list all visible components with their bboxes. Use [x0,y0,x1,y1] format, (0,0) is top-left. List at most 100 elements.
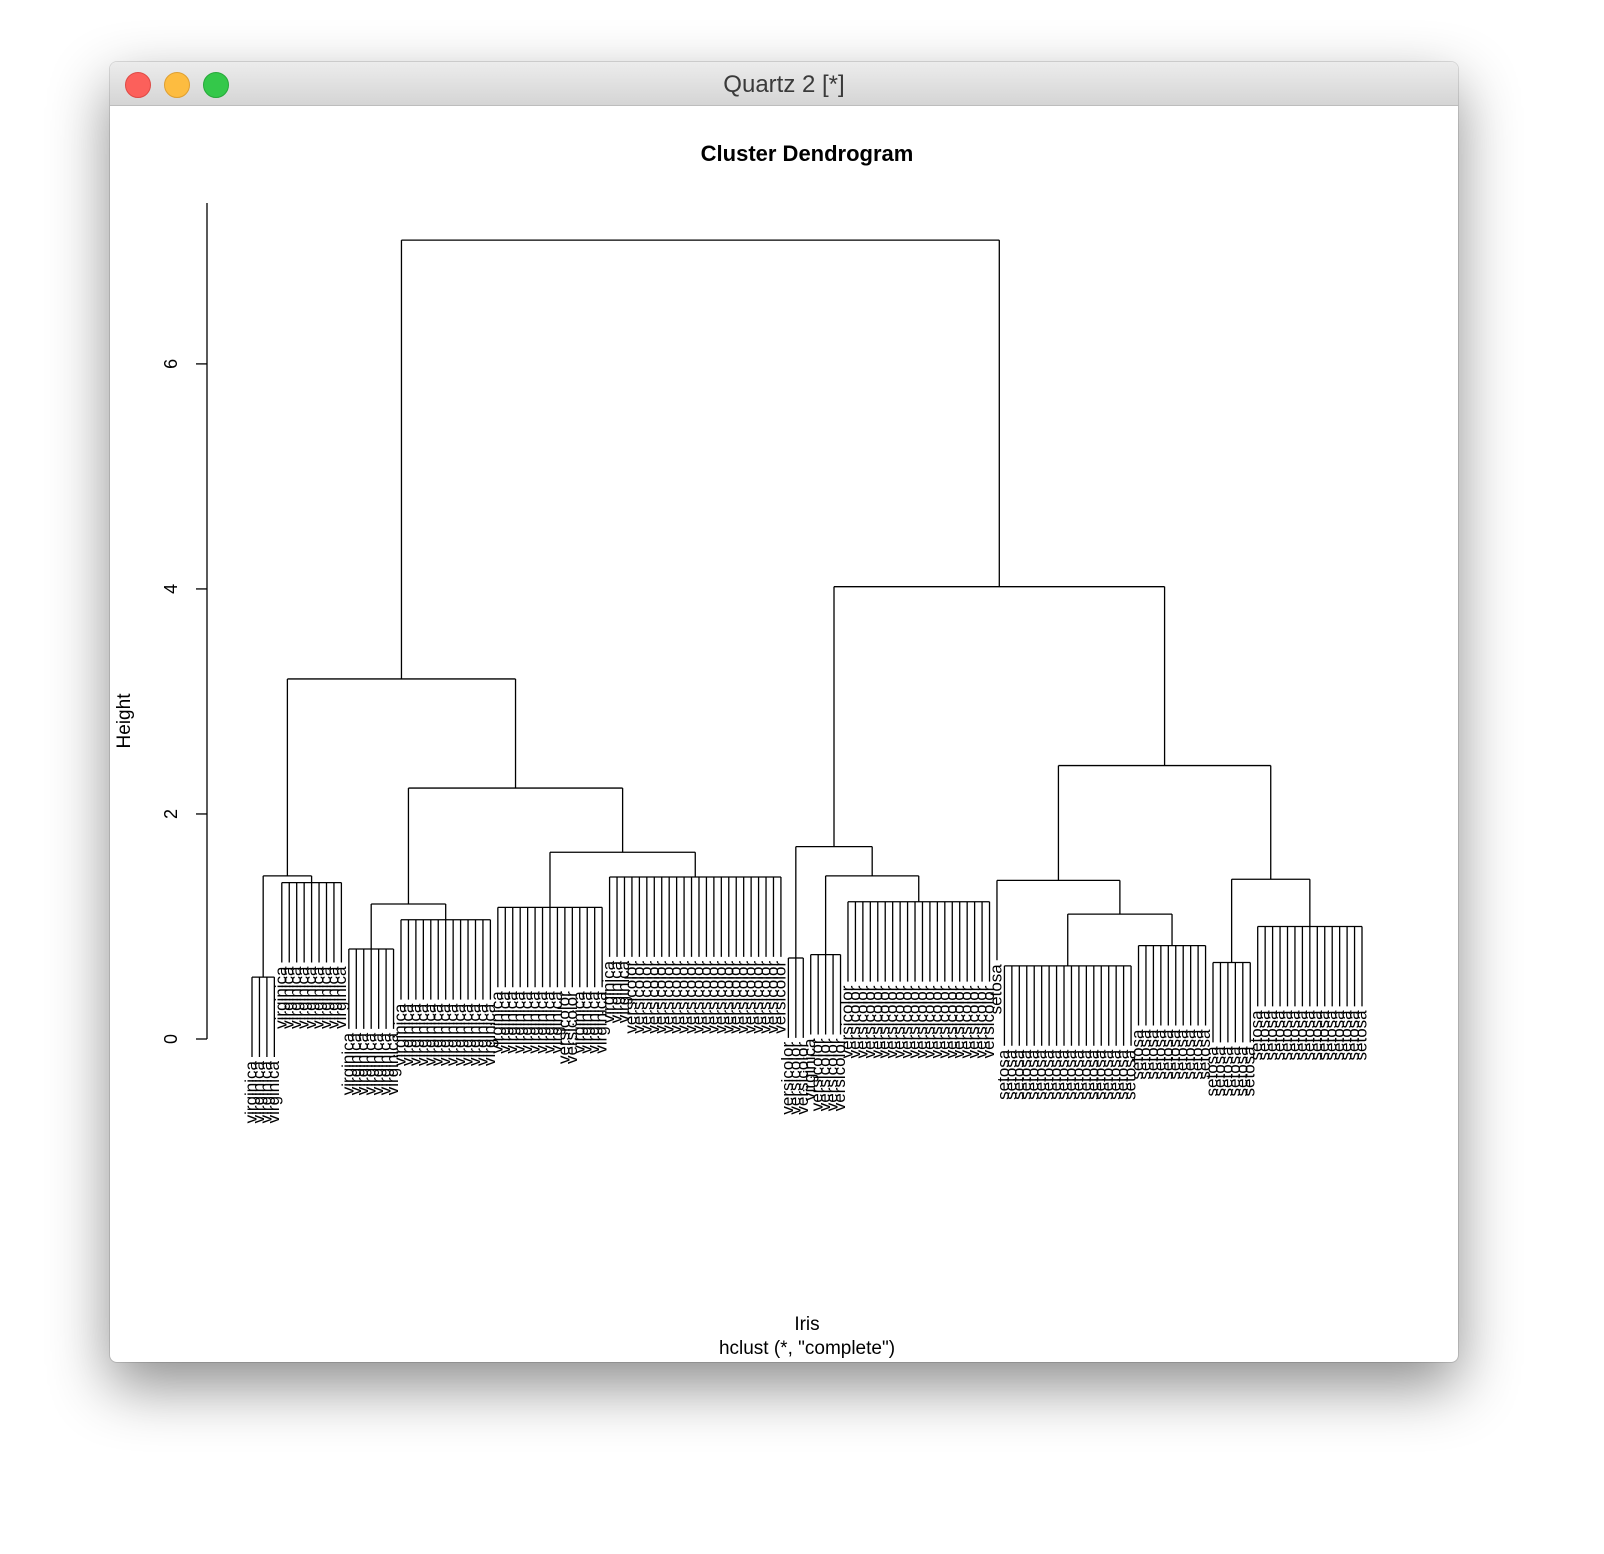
leaf-label: virginica [435,1003,454,1066]
window-title: Quartz 2 [*] [723,71,845,98]
leaf-label: virginica [405,1003,424,1066]
leaf-label: versicolor [756,961,775,1034]
leaf-label: versicolor [688,961,707,1034]
leaf-label: virginica [346,1032,365,1095]
leaf-label: virginica [472,1003,491,1066]
leaf-label: setosa [1024,1049,1043,1100]
leaf-label: virginica [249,1060,268,1123]
leaf-label: setosa [1329,1010,1348,1061]
leaf-label: setosa [1225,1046,1244,1097]
leaf-label: versicolor [979,985,998,1058]
leaf-label: versicolor [629,961,648,1034]
leaf-label: versicolor [644,961,663,1034]
leaf-label: setosa [1068,1049,1087,1100]
leaf-label: versicolor [860,985,879,1058]
leaf-label: virginica [577,991,596,1054]
leaf-label: setosa [1277,1010,1296,1061]
leaf-label: versicolor [912,985,931,1058]
leaf-label: setosa [1247,1010,1266,1061]
leaf-label: versicolor [793,1042,812,1115]
leaf-label: virginica [599,960,618,1023]
leaf-label: versicolor [785,1042,804,1115]
leaf-label: setosa [1202,1046,1221,1097]
leaf-label: versicolor [867,985,886,1058]
leaf-label: setosa [1001,1049,1020,1100]
chart-title: Cluster Dendrogram [701,141,914,166]
leaf-label: versicolor [681,961,700,1034]
leaf-label: versicolor [957,985,976,1058]
leaf-label: versicolor [927,985,946,1058]
leaf-label: versicolor [882,985,901,1058]
leaf-label: setosa [1351,1010,1370,1061]
leaf-label: versicolor [972,985,991,1058]
leaf-label: setosa [1307,1010,1326,1061]
close-button[interactable] [125,72,151,98]
leaf-label: versicolor [666,961,685,1034]
window: Quartz 2 [*] [110,62,1458,1362]
leaf-label: versicolor [748,961,767,1034]
leaf-label: versicolor [726,961,745,1034]
leaf-label: versicolor [934,985,953,1058]
leaf-label: versicolor [718,961,737,1034]
leaf-label: virginica [458,1003,477,1066]
leaf-label: virginica [309,966,328,1029]
leaf-label: virginica [256,1060,275,1123]
leaf-label: setosa [1098,1049,1117,1100]
leaf-label: versicolor [949,985,968,1058]
y-tick-label: 4 [161,584,181,594]
leaf-label: versicolor [897,985,916,1058]
x-axis-label: Iris [794,1314,819,1335]
leaf-label: versicolor [554,991,573,1064]
leaf-label: virginica [271,966,290,1029]
minimize-button[interactable] [164,72,190,98]
leaf-label: virginica [487,991,506,1054]
leaf-label: virginica [517,991,536,1054]
leaf-label: versicolor [674,961,693,1034]
leaf-label: setosa [1009,1049,1028,1100]
leaf-label: setosa [1128,1029,1147,1080]
leaf-label: virginica [480,1003,499,1066]
y-tick-label: 2 [161,809,181,819]
leaf-label: virginica [316,966,335,1029]
leaf-label: setosa [1337,1010,1356,1061]
leaf-label: versicolor [778,1042,797,1115]
zoom-button[interactable] [203,72,229,98]
leaf-label: virginica [614,960,633,1023]
leaf-label: versicolor [815,1038,834,1111]
leaf-label: versicolor [875,985,894,1058]
leaf-label: virginica [241,1060,260,1123]
leaf-label: setosa [1016,1049,1035,1100]
leaf-label: setosa [1143,1029,1162,1080]
leaf-label: virginica [323,966,342,1029]
leaf-label: versicolor [696,961,715,1034]
leaf-label: virginica [607,960,626,1023]
leaf-label: setosa [1217,1046,1236,1097]
leaf-label: setosa [1344,1010,1363,1061]
leaf-label: versicolor [942,985,961,1058]
leaf-label: setosa [1292,1010,1311,1061]
leaf-label: versicolor [659,961,678,1034]
leaf-label: versicolor [562,991,581,1064]
y-tick-label: 0 [161,1034,181,1044]
leaf-label: setosa [1121,1049,1140,1100]
y-tick-label: 6 [161,359,181,369]
leaf-label: virginica [532,991,551,1054]
leaf-label: virginica [279,966,298,1029]
leaf-label: virginica [539,991,558,1054]
leaf-label: setosa [1262,1010,1281,1061]
leaf-label: virginica [338,1032,357,1095]
leaf-label: setosa [1165,1029,1184,1080]
leaf-label: versicolor [703,961,722,1034]
leaf-label: versicolor [651,961,670,1034]
leaf-label: virginica [413,1003,432,1066]
leaf-label: setosa [1270,1010,1289,1061]
leaf-label: setosa [1031,1049,1050,1100]
leaf-label: virginica [510,991,529,1054]
leaf-label: setosa [1113,1049,1132,1100]
leaf-label: virginica [502,991,521,1054]
leaf-label: virginica [800,1038,819,1101]
leaf-label: virginica [294,966,313,1029]
leaf-label: versicolor [763,961,782,1034]
leaf-label: versicolor [823,1038,842,1111]
